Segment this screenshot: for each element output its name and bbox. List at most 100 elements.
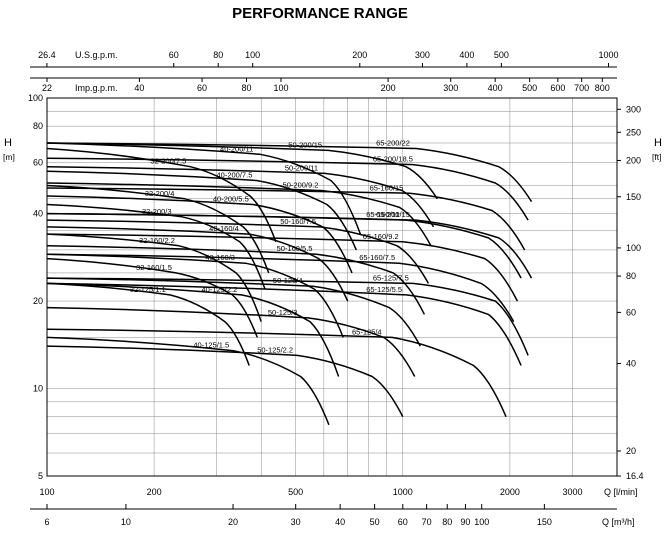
impgpm-tick-label: 300: [443, 83, 458, 93]
x-tick-label: 500: [288, 487, 303, 497]
y-tick-label: 10: [33, 384, 43, 394]
impgpm-tick-label: 800: [595, 83, 610, 93]
y-tick-label: 80: [33, 121, 43, 131]
pump-curve-label: 40-125/1.5: [193, 341, 229, 350]
m3h-tick-label: 90: [460, 517, 470, 527]
pump-curve-label: 65-160/9.2: [363, 232, 399, 241]
pump-curve-label: 32-160/1.5: [136, 263, 172, 272]
pump-curve-label: 40-125/2.2: [201, 285, 237, 294]
x-tick-label: 2000: [500, 487, 520, 497]
pump-curve: [46, 165, 435, 228]
pump-curve-label: 65-200/18.5: [373, 155, 413, 164]
impgpm-tick-label: 500: [522, 83, 537, 93]
pump-curve: [46, 170, 357, 251]
pump-curve: [46, 184, 270, 274]
impgpm-tick-label: 60: [197, 83, 207, 93]
bottom-ticks: 100 200 500 1000 2000 3000 6 10 20 30 40 50 60 70 80 90…: [39, 487, 582, 527]
pump-curve-label: 50-125/2.2: [257, 345, 293, 354]
y-axis-right-label: H: [654, 137, 662, 149]
pump-curve: [46, 277, 421, 347]
usgpm-tick-label: 1000: [598, 50, 618, 60]
m3h-tick-label: 40: [335, 517, 345, 527]
ft-tick-label: 16.4: [626, 471, 644, 481]
impgpm-tick-label: 40: [134, 83, 144, 93]
pump-curve-label: 50-200/11: [285, 163, 318, 172]
pump-curve-label: 50-200/15: [288, 140, 322, 149]
y-tick-label: 40: [33, 209, 43, 219]
pump-curve: [46, 245, 426, 315]
pump-curve: [46, 328, 507, 417]
impgpm-tick-label: 80: [241, 83, 251, 93]
usgpm-tick-label: 300: [415, 50, 430, 60]
pump-curve-label: 40-200/5.5: [213, 194, 249, 203]
ft-tick-label: 150: [626, 192, 641, 202]
pump-curve-label: 32-125/1.1: [130, 285, 166, 294]
y-ticks: 5 10 20 40 60 80 100 16.4 20 40 60 80 100 150 200 250 30…: [28, 93, 644, 481]
pump-curve: [46, 142, 533, 202]
plot-frame: [46, 97, 618, 477]
lmin-axis-label: Q [l/min]: [604, 487, 638, 497]
impgpm-axis-label: Imp.g.p.m.: [75, 83, 118, 93]
pump-curve: [46, 182, 432, 247]
pump-curve: [46, 142, 438, 200]
ft-tick-label: 80: [626, 271, 636, 281]
pump-curve: [46, 282, 522, 366]
usgpm-tick-label: 80: [213, 50, 223, 60]
pump-curve-label: 32-200/4: [145, 189, 175, 198]
ft-tick-label: 250: [626, 127, 641, 137]
pump-curve-label: 65-160/15: [370, 183, 404, 192]
pump-curves: 32-200/7.5 32-200/4 32-200/3 32-160/2.2 32-1…: [46, 139, 533, 426]
y-tick-label: 100: [28, 93, 43, 103]
x-tick-label: 3000: [563, 487, 583, 497]
pump-curve-label: 50-125/3: [268, 308, 298, 317]
pump-curve-label: 50-200/9.2: [283, 181, 319, 190]
pump-curve: [46, 226, 349, 302]
impgpm-tick-label: 700: [574, 83, 589, 93]
pump-curve: [46, 203, 266, 290]
m3h-tick-label: 80: [442, 517, 452, 527]
m3h-tick-label: 60: [398, 517, 408, 527]
ft-tick-label: 200: [626, 155, 641, 165]
pump-curve-label: 32-200/3: [142, 207, 172, 216]
pump-curve-label: 65-200/15: [376, 210, 410, 219]
pump-curve: [46, 187, 526, 251]
pump-curve-label: 65-200/22: [376, 139, 410, 148]
ft-tick-label: 300: [626, 104, 641, 114]
impgpm-tick-label: 22: [42, 83, 52, 93]
pump-curve-label: 40-200/7.5: [217, 171, 253, 180]
y-tick-label: 60: [33, 157, 43, 167]
m3h-tick-label: 150: [537, 517, 552, 527]
usgpm-tick-label: 60: [169, 50, 179, 60]
m3h-axis-label: Q [m³/h]: [602, 517, 635, 527]
pump-curve-label: 65-125/5.5: [366, 285, 402, 294]
pump-curve-label: 32-160/2.2: [139, 236, 175, 245]
pump-curve: [46, 157, 529, 221]
pump-curve-label: 65-160/7.5: [359, 253, 395, 262]
pump-curve: [46, 233, 519, 302]
pump-curve: [46, 306, 416, 377]
x-tick-label: 1000: [393, 487, 413, 497]
ft-tick-label: 20: [626, 446, 636, 456]
y-tick-label: 20: [33, 296, 43, 306]
ft-tick-label: 40: [626, 359, 636, 369]
ft-tick-label: 60: [626, 307, 636, 317]
impgpm-tick-label: 200: [381, 83, 396, 93]
usgpm-tick-label: 26.4: [38, 50, 56, 60]
pump-curve-label: 32-200/7.5: [150, 157, 186, 166]
m3h-tick-label: 30: [291, 517, 301, 527]
y-axis-left-unit: [m]: [3, 152, 15, 162]
pump-curve: [46, 212, 522, 279]
pump-curve: [46, 282, 250, 366]
pump-curve: [46, 195, 353, 274]
m3h-tick-label: 10: [121, 517, 131, 527]
y-tick-label: 5: [38, 471, 43, 481]
m3h-tick-label: 100: [474, 517, 489, 527]
ft-tick-label: 100: [626, 243, 641, 253]
pump-curve-label: 40-160/4: [209, 224, 239, 233]
pump-curve: [46, 257, 258, 338]
pump-curve: [46, 147, 277, 243]
pump-curve: [46, 219, 430, 284]
usgpm-axis-label: U.S.g.p.m.: [75, 50, 118, 60]
impgpm-tick-label: 400: [488, 83, 503, 93]
